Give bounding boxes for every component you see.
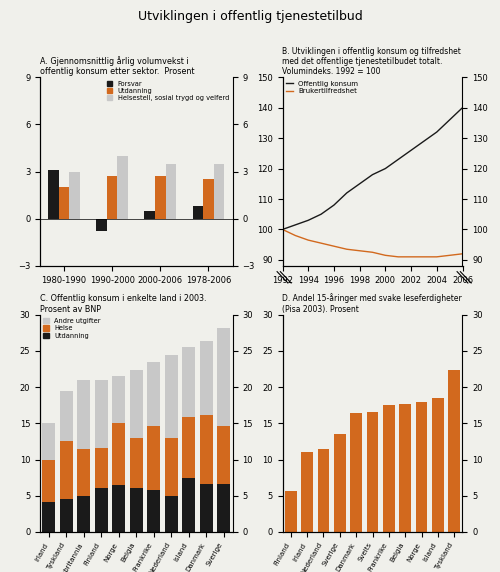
Bar [42,460,55,502]
Line: Offentlig konsum: Offentlig konsum [282,108,463,229]
Bar [78,380,90,448]
Offentlig konsum [434,129,440,136]
Bar [350,413,362,532]
Bar [165,355,177,438]
Brukertilfredshet [331,243,337,249]
Offentlig konsum [344,189,350,196]
Bar [95,448,108,488]
Brukertilfredshet [382,252,388,259]
Offentlig konsum [421,138,427,145]
Offentlig konsum [305,217,311,224]
Bar [218,426,230,484]
Text: Utviklingen i offentlig tjenestetilbud: Utviklingen i offentlig tjenestetilbud [138,10,362,23]
Legend: Forsvar, Utdanning, Helsestell, sosial trygd og velferd: Forsvar, Utdanning, Helsestell, sosial t… [107,81,229,101]
Offentlig konsum [370,171,376,178]
Text: C. Offentlig konsum i enkelte land i 2003.
Prosent av BNP: C. Offentlig konsum i enkelte land i 200… [40,295,206,314]
Bar [60,442,72,499]
Bar [448,371,460,532]
Bar [96,219,107,231]
Bar [155,176,166,219]
Bar [130,488,142,532]
Bar [112,423,125,485]
Offentlig konsum [395,156,401,163]
Line: Brukertilfredshet: Brukertilfredshet [282,229,463,257]
Offentlig konsum [292,221,298,228]
Bar [165,438,177,496]
Brukertilfredshet [305,237,311,244]
Bar [166,164,176,219]
Brukertilfredshet [460,251,466,257]
Bar [200,415,212,484]
Bar [214,164,224,219]
Brukertilfredshet [292,232,298,239]
Bar [78,448,90,496]
Brukertilfredshet [434,253,440,260]
Text: A. Gjennomsnittlig årlig volumvekst i
offentlig konsum etter sektor.  Prosent: A. Gjennomsnittlig årlig volumvekst i of… [40,56,194,77]
Brukertilfredshet [318,240,324,247]
Bar [182,418,195,478]
Brukertilfredshet [421,253,427,260]
Bar [203,180,213,219]
Brukertilfredshet [344,246,350,253]
Legend: Offentlig konsum, Brukertilfredshet: Offentlig konsum, Brukertilfredshet [286,81,358,94]
Bar [400,404,411,532]
Bar [182,347,195,418]
Bar [107,176,118,219]
Bar [112,376,125,423]
Bar [130,371,142,438]
Bar [200,341,212,415]
Bar [148,426,160,490]
Bar [112,485,125,532]
Bar [218,328,230,426]
Brukertilfredshet [370,249,376,256]
Brukertilfredshet [446,252,452,259]
Bar [366,412,378,532]
Bar [60,391,72,442]
Offentlig konsum [318,211,324,218]
Brukertilfredshet [395,253,401,260]
Bar [182,478,195,532]
Bar [78,496,90,532]
Bar [59,188,70,219]
Text: B. Utviklingen i offentlig konsum og tilfredshet
med det offentlige tjenestetilb: B. Utviklingen i offentlig konsum og til… [282,47,462,77]
Bar [95,380,108,448]
Bar [285,491,296,532]
Brukertilfredshet [356,247,362,254]
Brukertilfredshet [280,226,285,233]
Bar [48,170,59,219]
Text: D. Andel 15-åringer med svake leseferdigheter
(Pisa 2003). Prosent: D. Andel 15-åringer med svake leseferdig… [282,293,463,314]
Bar [148,490,160,532]
Bar [144,211,155,219]
Bar [148,362,160,426]
Bar [165,496,177,532]
Bar [416,402,428,532]
Brukertilfredshet [408,253,414,260]
Bar [318,448,330,532]
Offentlig konsum [446,117,452,124]
Bar [118,156,128,219]
Bar [383,405,395,532]
Bar [95,488,108,532]
Offentlig konsum [331,202,337,209]
Bar [60,499,72,532]
Bar [192,206,203,219]
Offentlig konsum [356,180,362,187]
Bar [218,484,230,532]
Offentlig konsum [408,147,414,154]
Bar [432,398,444,532]
Bar [301,452,313,532]
Offentlig konsum [460,104,466,111]
Bar [42,502,55,532]
Bar [334,434,345,532]
Bar [42,423,55,460]
Bar [200,484,212,532]
Offentlig konsum [382,165,388,172]
Bar [70,172,80,219]
Offentlig konsum [280,226,285,233]
Bar [130,438,142,488]
Legend: Andre utgifter, Helse, Utdanning: Andre utgifter, Helse, Utdanning [44,318,100,339]
